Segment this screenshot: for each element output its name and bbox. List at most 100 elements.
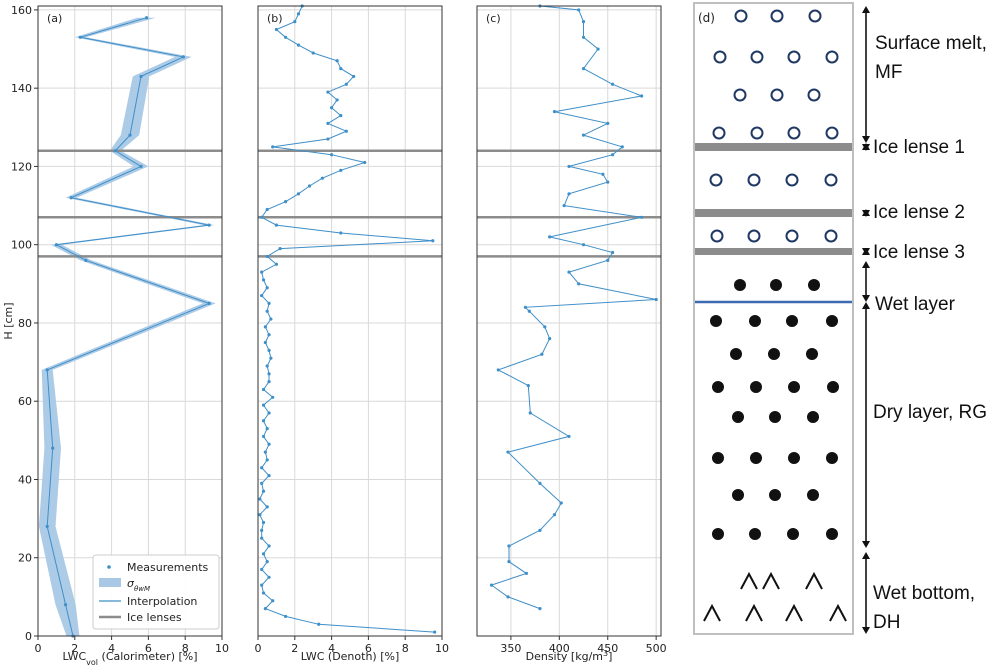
data-point	[506, 450, 510, 454]
filled-circle-grain	[808, 279, 820, 291]
data-point	[326, 137, 330, 141]
y-tick-label: 20	[18, 552, 32, 565]
data-point	[113, 149, 117, 153]
filled-circle-grain	[730, 348, 742, 360]
data-point	[267, 333, 271, 337]
data-point	[538, 528, 542, 532]
depth-hoar-caret	[762, 571, 780, 590]
schematic-marks	[695, 6, 870, 634]
data-point	[269, 356, 273, 360]
data-point	[274, 223, 278, 227]
data-point	[181, 55, 185, 59]
depth-hoar-caret	[740, 571, 758, 590]
open-circle-grain	[712, 126, 726, 140]
filled-circle-grain	[769, 411, 781, 423]
open-circle-grain	[710, 229, 724, 243]
data-point	[271, 145, 275, 149]
open-circle-grain	[733, 88, 747, 102]
depth-hoar-caret	[805, 571, 823, 590]
data-point	[610, 82, 615, 86]
data-point	[139, 164, 143, 169]
data-point	[267, 473, 271, 478]
open-circle-grain	[787, 50, 801, 64]
filled-circle-grain	[750, 381, 762, 393]
extent-arrow-head-down	[862, 144, 870, 151]
legend-label-band: σθwM	[127, 577, 150, 593]
filled-circle-grain	[712, 381, 724, 393]
data-point	[263, 450, 267, 454]
data-point	[267, 544, 271, 548]
data-point	[274, 27, 278, 32]
x-tick-label: 350	[500, 642, 521, 655]
data-point	[307, 184, 312, 188]
wet-bottom-label-2: DH	[873, 612, 900, 633]
panel-b-lwc-denoth: 0 2 4 6 8 10 (b) LWC (Denoth) [%]	[255, 4, 449, 663]
open-circle-grain	[747, 229, 761, 243]
ice-lens-bar	[695, 209, 852, 217]
x-tick-label: 0	[35, 642, 42, 655]
filled-circle-grain	[734, 279, 746, 291]
data-point	[296, 12, 301, 16]
data-point	[51, 446, 55, 450]
data-point	[581, 243, 586, 247]
data-point	[339, 67, 343, 71]
data-point	[567, 192, 571, 196]
x-tick-label: 8	[182, 642, 189, 655]
legend-patch-band	[99, 578, 121, 587]
x-tick-label: 400	[549, 642, 570, 655]
extent-arrow-head-up	[862, 552, 870, 559]
x-axis-label: Density [kg/m3]	[526, 649, 613, 664]
data-point	[258, 497, 262, 501]
data-point	[524, 571, 528, 575]
panel-label: (b)	[267, 12, 283, 25]
data-point	[261, 489, 266, 493]
data-point	[265, 505, 269, 509]
filled-circle-grain	[806, 348, 818, 360]
data-point	[523, 305, 528, 309]
data-point	[326, 121, 330, 125]
open-circle-grain	[750, 50, 764, 64]
filled-circle-grain	[712, 452, 724, 464]
data-point	[538, 481, 542, 485]
data-point	[261, 387, 266, 392]
x-axis-label: LWCvol (Calorimeter) [%]	[62, 650, 197, 665]
open-circle-grain	[713, 50, 727, 64]
dry-layer-label: Dry layer, RG	[873, 402, 987, 423]
data-point	[54, 243, 59, 247]
data-point	[339, 113, 343, 118]
surface-melt-label-2: MF	[875, 62, 902, 83]
data-point	[296, 192, 301, 196]
data-point	[267, 442, 271, 446]
data-point	[567, 434, 571, 439]
x-axis-label: LWC (Denoth) [%]	[301, 650, 400, 663]
data-point	[284, 200, 288, 204]
series-line	[490, 5, 657, 610]
data-point	[265, 560, 269, 564]
data-point	[527, 309, 531, 313]
data-point	[577, 8, 581, 12]
data-point	[260, 215, 264, 219]
filled-circle-grain	[788, 452, 800, 464]
y-tick-label: 160	[11, 4, 32, 17]
y-axis-label: H [cm]	[2, 302, 15, 339]
x-tick-label: 0	[255, 642, 262, 655]
data-point	[267, 380, 271, 384]
data-point	[64, 603, 68, 607]
extent-arrow-head-down	[862, 295, 870, 302]
data-point	[640, 215, 644, 219]
legend-label-ice-lenses: Ice lenses	[127, 611, 182, 624]
data-point	[265, 458, 269, 462]
data-point	[261, 403, 266, 407]
open-circle-grain	[747, 173, 761, 187]
data-point	[330, 153, 334, 157]
legend-box	[92, 554, 220, 630]
depth-hoar-caret	[745, 603, 763, 622]
open-circle-grain	[808, 9, 822, 23]
data-point	[261, 520, 266, 525]
open-circle-grain	[770, 9, 784, 23]
data-point	[271, 395, 275, 399]
open-circle-grain	[785, 173, 799, 187]
data-point	[363, 160, 367, 165]
ice-lens-bar	[695, 248, 852, 255]
extent-arrow-head-up	[862, 302, 870, 309]
